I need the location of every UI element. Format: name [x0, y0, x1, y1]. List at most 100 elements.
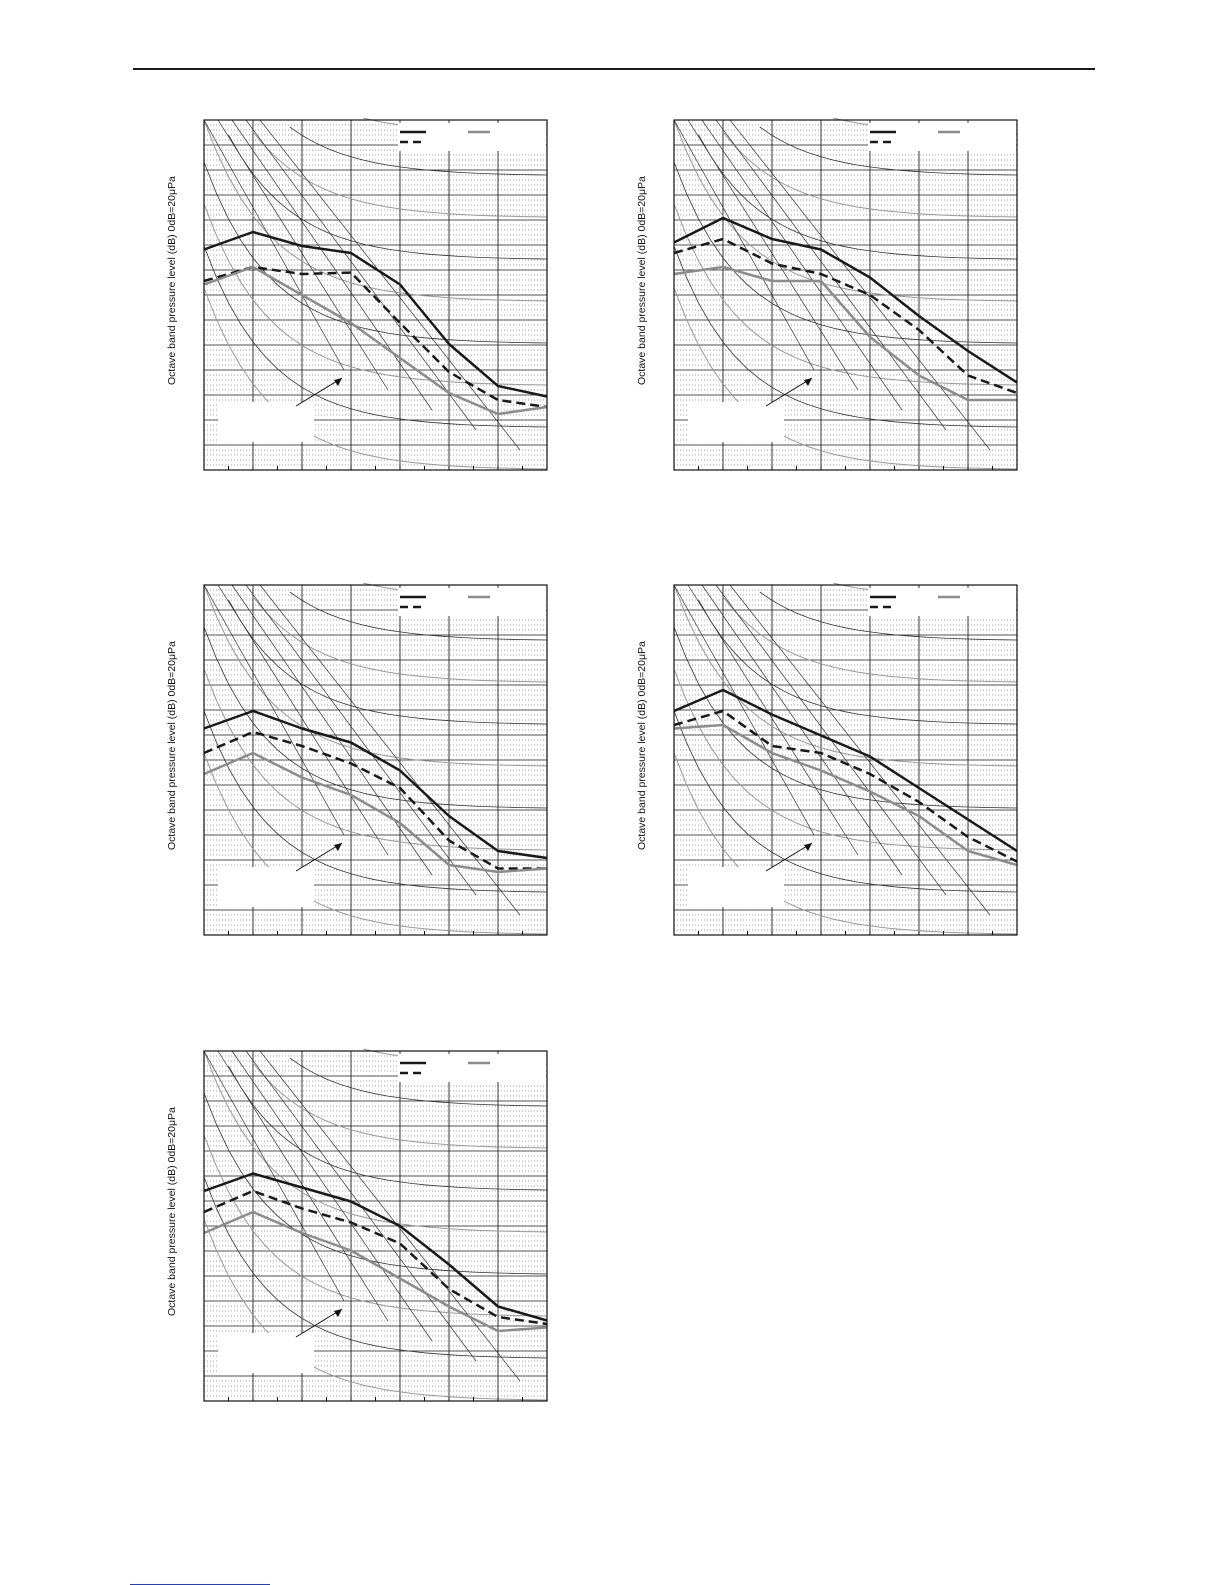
series-line-solid-gray	[203, 1210, 548, 1333]
chart-1: Octave band pressure level (dB) 0dB=20μP…	[160, 110, 560, 490]
chart-4: Octave band pressure level (dB) 0dB=20μP…	[630, 575, 1030, 955]
legend-box	[868, 588, 1016, 616]
nc-curve	[203, 1176, 548, 1359]
nc-curve	[673, 203, 1018, 386]
nc-curve	[673, 161, 1018, 344]
series-line-solid-gray	[203, 751, 548, 874]
series-line-solid-gray	[673, 723, 1018, 867]
plot-frame	[673, 584, 1018, 936]
nc-curve	[673, 287, 1018, 470]
series-line-solid-black	[203, 1172, 548, 1322]
threshold-line	[687, 119, 859, 391]
nc-curve	[228, 599, 548, 725]
nc-curve	[203, 626, 548, 809]
chart-plot	[203, 117, 548, 471]
nc-curve	[673, 119, 1018, 302]
nc-curve	[252, 131, 548, 218]
threshold-line	[259, 119, 521, 451]
chart-plot	[203, 1048, 548, 1402]
annotation-box	[218, 402, 314, 442]
annotation-arrow	[765, 377, 813, 407]
legend-box	[398, 588, 546, 616]
nc-curve	[698, 134, 1018, 260]
annotation-arrow	[295, 842, 343, 872]
chart-plot	[673, 582, 1018, 936]
series-group	[673, 688, 1018, 867]
nc-curve	[722, 131, 1018, 218]
threshold-line	[203, 1050, 345, 1302]
series-line-solid-black	[673, 688, 1018, 853]
plot-frame	[673, 119, 1018, 471]
series-line-dashed-black	[203, 1189, 548, 1326]
threshold-line	[217, 1050, 389, 1322]
annotation-arrow	[295, 1308, 343, 1338]
chart-plot	[673, 117, 1018, 471]
series-line-solid-black	[673, 216, 1018, 384]
series-group	[203, 1172, 548, 1333]
plot-frame	[203, 119, 548, 471]
annotation-arrow	[765, 842, 813, 872]
series-line-dashed-black	[673, 237, 1018, 395]
plot-frame	[203, 1050, 548, 1402]
threshold-line	[203, 119, 345, 371]
nc-curve	[252, 596, 548, 683]
threshold-line	[203, 584, 345, 836]
nc-curve	[203, 1134, 548, 1317]
nc-curve	[203, 752, 548, 935]
annotation-arrowhead	[334, 1309, 342, 1317]
nc-curves	[203, 117, 548, 470]
series-group	[203, 230, 548, 416]
chart-5: Octave band pressure level (dB) 0dB=20μP…	[160, 1041, 560, 1421]
nc-curve	[203, 1092, 548, 1275]
series-line-solid-black	[203, 709, 548, 860]
annotation-box	[218, 867, 314, 907]
series-line-solid-gray	[673, 265, 1017, 402]
nc-curve	[759, 591, 1018, 641]
nc-curve	[203, 710, 548, 893]
threshold-line	[729, 584, 991, 916]
threshold-line	[231, 584, 433, 876]
threshold-line	[729, 119, 991, 451]
chart-3: Octave band pressure level (dB) 0dB=20μP…	[160, 575, 560, 955]
series-group	[203, 709, 548, 874]
nc-curves	[203, 1048, 548, 1401]
nc-curve	[203, 1050, 548, 1233]
nc-curve	[698, 599, 1018, 725]
nc-curve	[203, 203, 548, 386]
nc-curve	[228, 1065, 548, 1191]
threshold-line	[217, 119, 389, 391]
nc-curve	[673, 245, 1018, 428]
series-line-dashed-black	[203, 730, 547, 870]
nc-curve	[673, 710, 1018, 893]
annotation-arrowhead	[804, 843, 812, 851]
nc-curve	[673, 752, 1018, 935]
nc-curve	[203, 287, 548, 470]
series-line-solid-gray	[203, 265, 548, 416]
nc-curve	[722, 596, 1018, 683]
header-rule	[133, 68, 1095, 70]
threshold-line	[245, 119, 477, 431]
threshold-line	[245, 584, 477, 896]
nc-curve	[673, 626, 1018, 809]
series-line-solid-black	[203, 230, 548, 398]
nc-curve	[203, 245, 548, 428]
annotation-box	[218, 1333, 314, 1373]
legend-box	[868, 123, 1016, 151]
annotation-arrowhead	[334, 378, 342, 386]
nc-curve	[289, 126, 548, 176]
nc-curve	[673, 584, 1018, 767]
threshold-line	[217, 584, 389, 856]
nc-curve	[203, 119, 548, 302]
plot-frame	[203, 584, 548, 936]
nc-curve	[289, 1057, 548, 1107]
series-line-dashed-black	[673, 709, 1018, 863]
nc-curve	[289, 591, 548, 641]
threshold-line	[673, 584, 815, 836]
threshold-line	[715, 119, 947, 431]
chart-plot	[203, 582, 548, 936]
nc-curves	[203, 582, 548, 935]
nc-curve	[252, 1062, 548, 1149]
nc-curve	[203, 1218, 548, 1401]
annotation-arrowhead	[804, 378, 812, 386]
nc-curve	[228, 134, 548, 260]
